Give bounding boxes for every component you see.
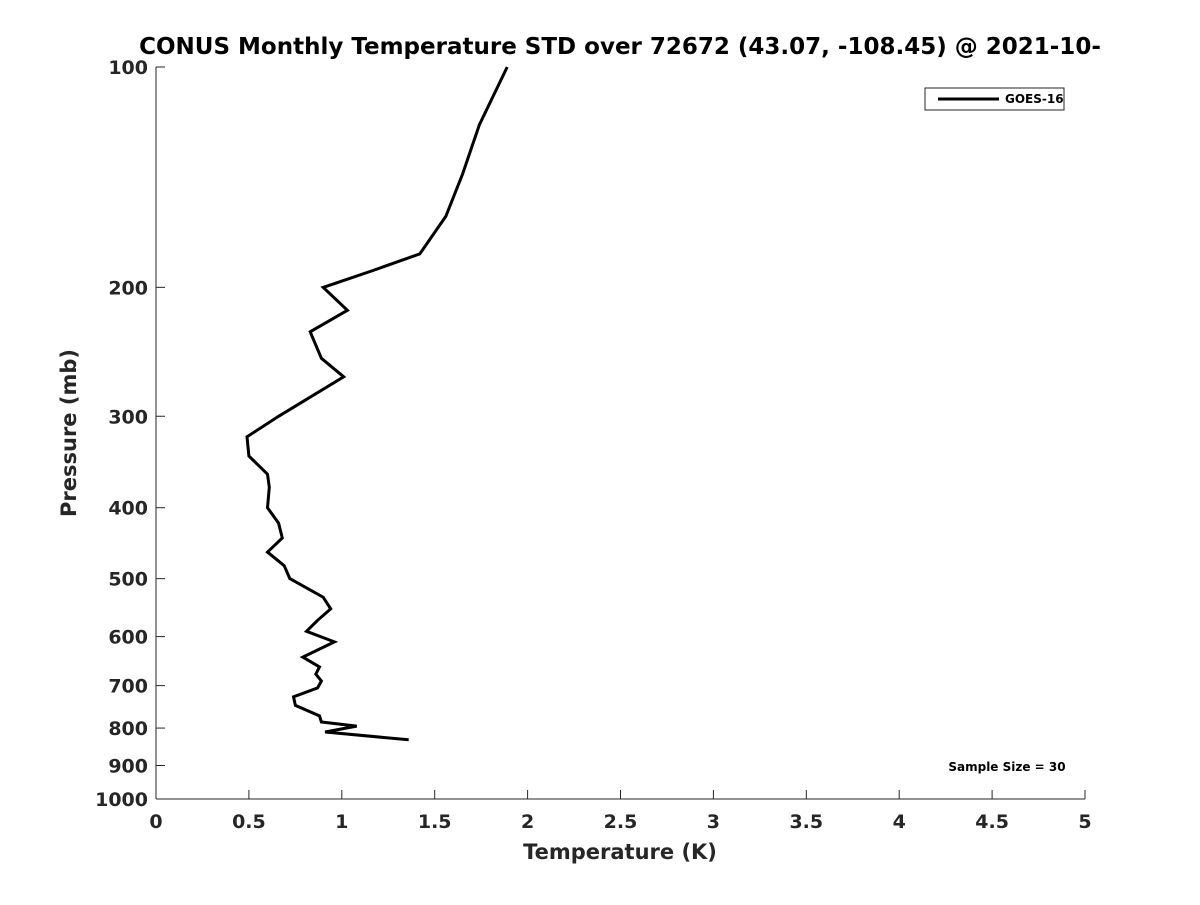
x-tick-label: 1 — [335, 811, 348, 833]
legend-label-goes-16: GOES-16 — [1005, 92, 1064, 106]
x-tick-label: 3 — [707, 811, 720, 833]
y-ticks: 100 200 300 400 500 600 700 800 900 1000 — [95, 57, 165, 811]
series-line-goes-16 — [245, 66, 509, 742]
y-tick-label: 900 — [108, 756, 148, 778]
y-tick-label: 500 — [108, 569, 148, 591]
x-tick-label: 3.5 — [789, 811, 823, 833]
x-tick-label: 2.5 — [604, 811, 638, 833]
x-tick-label: 2 — [521, 811, 534, 833]
y-tick-label: 200 — [108, 277, 148, 299]
series-group — [245, 66, 509, 742]
x-tick-label: 5 — [1078, 811, 1091, 833]
y-tick-label: 700 — [108, 676, 148, 698]
y-tick-label: 300 — [108, 406, 148, 428]
x-tick-label: 0 — [149, 811, 162, 833]
x-axis-label: Temperature (K) — [523, 840, 717, 864]
sample-size-annotation: Sample Size = 30 — [948, 760, 1065, 774]
y-tick-label: 800 — [108, 718, 148, 740]
y-tick-label: 1000 — [95, 789, 148, 811]
legend: GOES-16 — [924, 87, 1065, 111]
axes — [155, 67, 1085, 800]
x-tick-label: 4 — [893, 811, 906, 833]
y-tick-label: 100 — [108, 57, 148, 79]
x-tick-label: 0.5 — [232, 811, 266, 833]
y-tick-label: 600 — [108, 627, 148, 649]
x-ticks: 0 0.5 1 1.5 2 2.5 3 3.5 4 4.5 5 — [149, 790, 1092, 833]
y-axis-label: Pressure (mb) — [57, 349, 81, 517]
chart-title: CONUS Monthly Temperature STD over 72672… — [139, 34, 1101, 60]
y-tick-label: 400 — [108, 498, 148, 520]
x-tick-label: 1.5 — [418, 811, 452, 833]
x-tick-label: 4.5 — [975, 811, 1009, 833]
